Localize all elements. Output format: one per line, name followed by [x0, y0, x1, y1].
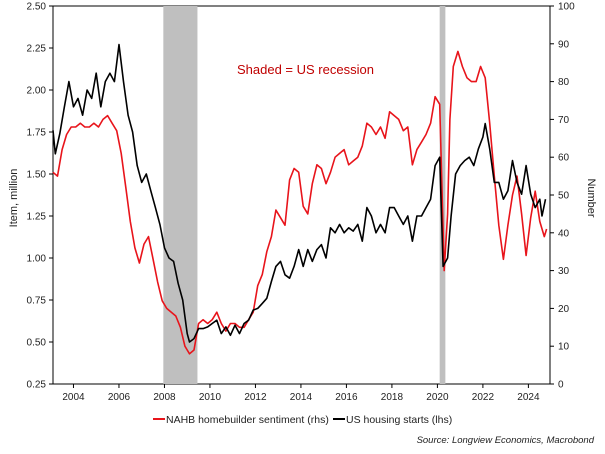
x-tick-label-2004: 2004 — [62, 392, 85, 403]
y-left-tick-label-0.50: 0.50 — [27, 338, 47, 349]
y-left-tick-label-2.25: 2.25 — [27, 44, 47, 55]
x-tick-label-2010: 2010 — [199, 392, 222, 403]
series-line-nahb-sentiment — [52, 50, 548, 355]
source-note: Source: Longview Economics, Macrobond — [417, 435, 595, 446]
x-tick-label-2014: 2014 — [290, 392, 313, 403]
x-tick-label-2020: 2020 — [426, 392, 449, 403]
series-lines — [52, 43, 548, 355]
y-left-tick-label-2.00: 2.00 — [27, 86, 47, 97]
y-right-axis-title: Number — [585, 178, 597, 217]
x-tick-label-2008: 2008 — [153, 392, 176, 403]
y-axis-left: 0.25 0.50 0.75 1.00 1.25 1.50 1.75 2.00 2.25 2.50 — [27, 2, 53, 391]
y-right-tick-label-40: 40 — [558, 228, 570, 239]
y-left-tick-label-1.00: 1.00 — [27, 254, 47, 265]
y-right-tick-label-50: 50 — [558, 191, 570, 202]
y-right-tick-label-70: 70 — [558, 115, 570, 126]
y-left-tick-label-0.25: 0.25 — [27, 380, 47, 391]
x-tick-label-2018: 2018 — [381, 392, 404, 403]
x-tick-label-2012: 2012 — [244, 392, 267, 403]
y-axis-right: 0 10 20 30 40 50 60 70 80 90 100 — [550, 2, 575, 391]
series-line-us-housing-starts — [52, 43, 547, 343]
y-left-tick-label-1.50: 1.50 — [27, 170, 47, 181]
y-left-tick-label-1.25: 1.25 — [27, 212, 47, 223]
legend: NAHB homebuilder sentiment (rhs) US hous… — [153, 414, 452, 426]
legend-label-housing: US housing starts (lhs) — [346, 414, 452, 426]
recession-band-1 — [163, 6, 198, 384]
recession-annotation: Shaded = US recession — [237, 62, 374, 77]
x-tick-label-2024: 2024 — [517, 392, 540, 403]
y-right-tick-label-60: 60 — [558, 153, 570, 164]
y-left-tick-label-2.50: 2.50 — [27, 2, 47, 13]
y-right-tick-label-10: 10 — [558, 342, 570, 353]
x-tick-label-2016: 2016 — [335, 392, 358, 403]
y-left-tick-label-1.75: 1.75 — [27, 128, 47, 139]
y-right-tick-label-0: 0 — [558, 380, 564, 391]
x-axis: 2004 2006 2008 2010 2012 2014 2016 2018 2020 2022… — [62, 384, 540, 403]
y-right-tick-label-80: 80 — [558, 77, 570, 88]
x-tick-label-2022: 2022 — [472, 392, 495, 403]
y-left-axis-title: Item, million — [8, 169, 20, 228]
y-right-tick-label-100: 100 — [558, 2, 575, 13]
legend-label-nahb: NAHB homebuilder sentiment (rhs) — [166, 414, 329, 426]
x-tick-label-2006: 2006 — [108, 392, 131, 403]
y-left-tick-label-0.75: 0.75 — [27, 296, 47, 307]
y-right-tick-label-30: 30 — [558, 266, 570, 277]
y-right-tick-label-20: 20 — [558, 304, 570, 315]
y-right-tick-label-90: 90 — [558, 39, 570, 50]
